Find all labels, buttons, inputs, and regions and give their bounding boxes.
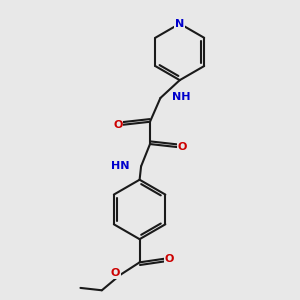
Text: O: O [165, 254, 174, 264]
Text: O: O [110, 268, 120, 278]
Text: O: O [113, 120, 123, 130]
Text: NH: NH [172, 92, 190, 101]
Text: HN: HN [111, 161, 130, 171]
Text: O: O [177, 142, 187, 152]
Text: N: N [175, 19, 184, 29]
